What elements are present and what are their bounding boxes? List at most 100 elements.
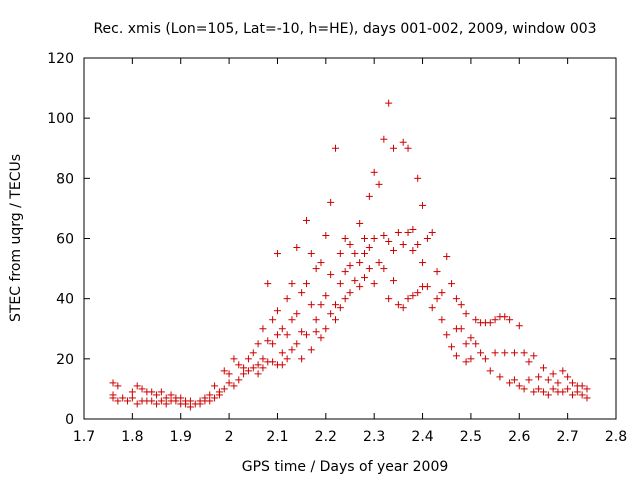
data-point-marker xyxy=(510,376,518,384)
data-point-marker xyxy=(182,400,190,408)
data-point-marker xyxy=(269,340,277,348)
data-point-marker xyxy=(240,370,248,378)
data-point-marker xyxy=(172,397,180,405)
data-point-marker xyxy=(288,280,296,288)
data-point-marker xyxy=(167,391,175,399)
data-point-marker xyxy=(153,400,161,408)
data-point-marker xyxy=(361,274,369,282)
x-tick-label: 2.5 xyxy=(460,429,482,445)
data-point-marker xyxy=(578,391,586,399)
data-point-marker xyxy=(235,376,243,384)
data-point-marker xyxy=(535,385,543,393)
data-point-marker xyxy=(438,289,446,297)
data-point-marker xyxy=(264,337,272,345)
data-point-marker xyxy=(322,325,330,333)
data-point-marker xyxy=(225,379,233,387)
data-point-marker xyxy=(211,394,219,402)
data-point-marker xyxy=(390,144,398,152)
data-point-marker xyxy=(186,397,194,405)
data-point-marker xyxy=(341,268,349,276)
data-point-marker xyxy=(491,316,499,324)
data-point-marker xyxy=(351,277,359,285)
data-point-marker xyxy=(278,361,286,369)
data-point-marker xyxy=(404,144,412,152)
data-point-marker xyxy=(206,397,214,405)
data-point-marker xyxy=(506,316,514,324)
x-tick-label: 1.7 xyxy=(73,429,95,445)
data-point-marker xyxy=(486,319,494,327)
data-point-marker xyxy=(259,364,267,372)
x-tick-label: 2.4 xyxy=(411,429,433,445)
y-tick-label: 80 xyxy=(56,171,74,187)
data-point-marker xyxy=(394,301,402,309)
data-point-marker xyxy=(370,280,378,288)
data-point-marker xyxy=(249,364,257,372)
data-point-marker xyxy=(148,388,156,396)
data-point-marker xyxy=(298,355,306,363)
data-point-marker xyxy=(302,280,310,288)
data-point-marker xyxy=(269,316,277,324)
data-point-marker xyxy=(385,295,393,303)
data-point-marker xyxy=(457,301,465,309)
data-point-marker xyxy=(462,340,470,348)
data-point-marker xyxy=(380,135,388,143)
data-point-marker xyxy=(583,394,591,402)
data-point-marker xyxy=(356,259,364,267)
data-point-marker xyxy=(206,391,214,399)
data-point-marker xyxy=(423,235,431,242)
data-point-marker xyxy=(312,265,320,273)
data-point-marker xyxy=(283,331,291,339)
data-point-marker xyxy=(307,346,315,354)
data-point-marker xyxy=(298,289,306,297)
data-point-marker xyxy=(186,403,194,411)
data-point-marker xyxy=(235,361,243,369)
data-point-marker xyxy=(138,385,146,393)
data-point-marker xyxy=(336,250,344,258)
x-tick-label: 2.7 xyxy=(557,429,579,445)
data-point-marker xyxy=(336,304,344,312)
data-point-marker xyxy=(201,394,209,402)
data-point-marker xyxy=(346,241,354,249)
data-point-marker xyxy=(133,400,141,408)
data-point-marker xyxy=(259,355,267,363)
data-point-marker xyxy=(467,355,475,363)
data-point-marker xyxy=(501,313,509,321)
data-point-marker xyxy=(448,280,456,288)
data-point-marker xyxy=(331,316,339,324)
data-point-marker xyxy=(419,201,427,209)
data-point-marker xyxy=(380,265,388,273)
data-point-marker xyxy=(283,355,291,363)
data-point-marker xyxy=(564,373,572,381)
data-point-marker xyxy=(515,322,523,330)
data-point-marker xyxy=(525,358,533,366)
data-point-marker xyxy=(385,238,393,246)
data-point-marker xyxy=(370,168,378,176)
data-point-marker xyxy=(215,391,223,399)
data-point-marker xyxy=(573,388,581,396)
data-point-marker xyxy=(559,367,567,375)
data-point-marker xyxy=(496,373,504,381)
data-point-marker xyxy=(331,144,339,152)
data-point-marker xyxy=(220,385,228,393)
data-point-marker xyxy=(124,397,132,405)
data-point-marker xyxy=(399,138,407,146)
data-point-marker xyxy=(148,397,156,405)
data-point-marker xyxy=(114,397,122,405)
data-point-marker xyxy=(375,180,383,188)
data-point-marker xyxy=(399,304,407,312)
data-point-marker xyxy=(394,228,402,236)
data-point-marker xyxy=(409,292,417,300)
y-tick-label: 60 xyxy=(56,232,74,248)
data-point-marker xyxy=(336,280,344,288)
data-point-marker xyxy=(520,349,528,357)
data-point-marker xyxy=(549,385,557,393)
data-point-marker xyxy=(583,385,591,393)
data-point-marker xyxy=(380,231,388,239)
data-point-marker xyxy=(467,334,475,342)
x-tick-label: 2.1 xyxy=(266,429,288,445)
data-point-marker xyxy=(438,316,446,324)
data-point-marker xyxy=(510,349,518,357)
data-point-marker xyxy=(409,247,417,255)
data-point-marker xyxy=(240,364,248,372)
